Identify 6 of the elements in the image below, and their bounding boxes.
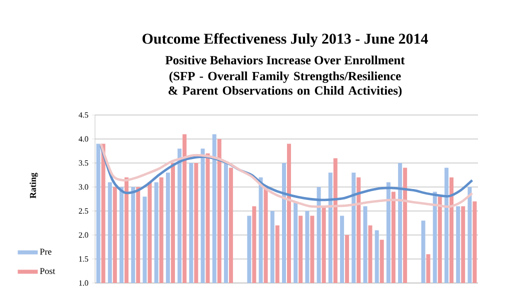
y-axis-title: Rating xyxy=(30,172,38,198)
legend-label: Pre xyxy=(40,248,52,255)
legend-label: Post xyxy=(40,268,56,274)
chart-subtitle: Positive Behaviors Increase Over Enrollment xyxy=(165,56,405,64)
chart-title: Outcome Effectiveness July 2013 - June 2014 xyxy=(142,33,428,47)
text: (SFP - Overall Family Strengths/Resilience & Parent Observations on Child Activities) xyxy=(168,72,402,98)
